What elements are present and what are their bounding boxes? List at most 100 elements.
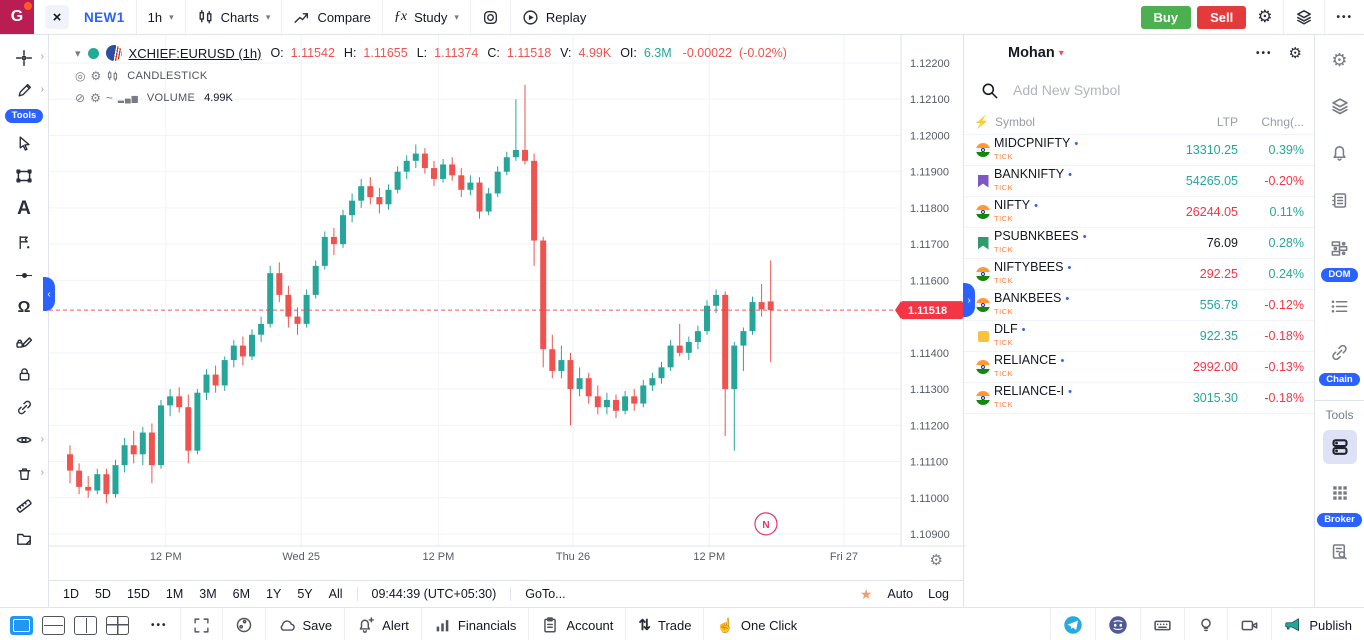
study-menu[interactable]: ƒx Study ▾ bbox=[381, 0, 470, 34]
star-icon[interactable]: ★ bbox=[859, 585, 873, 602]
range-button[interactable]: 1M bbox=[165, 587, 184, 601]
replay-button[interactable]: Replay bbox=[509, 0, 597, 34]
journal-panel-button[interactable] bbox=[1323, 183, 1357, 217]
range-button[interactable]: All bbox=[328, 587, 343, 601]
interval-selector[interactable]: 1h ▾ bbox=[135, 0, 185, 34]
object-tree-button[interactable] bbox=[1323, 290, 1357, 324]
sell-button[interactable]: Sell bbox=[1197, 5, 1247, 29]
watchlist-panel-button[interactable] bbox=[1323, 89, 1357, 123]
gear-icon[interactable]: ⚙ bbox=[90, 91, 101, 105]
candlestick-label[interactable]: CANDLESTICK bbox=[127, 70, 208, 82]
publish-button[interactable]: Publish bbox=[1271, 608, 1364, 640]
chain-panel-button[interactable] bbox=[1323, 336, 1357, 370]
alert-button[interactable]: Alert bbox=[344, 608, 421, 640]
text-tool-button[interactable]: A bbox=[7, 193, 41, 226]
more-layouts-button[interactable]: ••• bbox=[139, 608, 180, 640]
video-button[interactable] bbox=[1227, 608, 1271, 640]
telegram-button[interactable] bbox=[1050, 608, 1095, 640]
layouts-button[interactable] bbox=[1283, 0, 1324, 34]
layout-rows-button[interactable] bbox=[42, 615, 65, 635]
lock-drawing-tool-button[interactable] bbox=[7, 325, 41, 358]
save-button[interactable]: Save bbox=[264, 608, 345, 640]
ruler-tool-button[interactable] bbox=[7, 490, 41, 523]
chart-style-menu[interactable]: Charts ▾ bbox=[184, 0, 282, 34]
settings-button[interactable]: ⚙ bbox=[1246, 0, 1283, 34]
fullscreen-button[interactable] bbox=[179, 608, 222, 640]
symbol-name-link[interactable]: XCHIEF:EURUSD (1h) bbox=[128, 45, 262, 61]
watchlist-row[interactable]: PSUBNKBEES • TICK 76.09 0.28% bbox=[964, 228, 1314, 259]
range-button[interactable]: 1Y bbox=[266, 587, 282, 601]
alerts-panel-button[interactable] bbox=[1323, 135, 1357, 169]
remove-drawings-button[interactable]: › bbox=[7, 457, 44, 490]
lock-all-button[interactable] bbox=[7, 358, 41, 391]
price-axis-settings-gear-icon[interactable]: ⚙ bbox=[929, 552, 943, 569]
watchlist-row[interactable]: MIDCPNIFTY • TICK 13310.25 0.39% bbox=[964, 135, 1314, 166]
auto-scale-button[interactable]: Auto bbox=[887, 587, 914, 601]
range-button[interactable]: 1D bbox=[63, 587, 79, 601]
rectangle-tool-button[interactable] bbox=[7, 160, 41, 193]
more-menu-button[interactable]: ••• bbox=[1324, 0, 1364, 34]
show-object-tree-button[interactable] bbox=[7, 523, 41, 556]
layout-grid-button[interactable] bbox=[106, 615, 129, 635]
chart-pane[interactable]: 1.12200 1.12100 1.12000 1.11900 1.11800 1.117… bbox=[49, 35, 966, 607]
collapse-watchlist-handle[interactable]: › bbox=[963, 283, 975, 317]
price-chart[interactable]: 1.12200 1.12100 1.12000 1.11900 1.11800 1.117… bbox=[49, 35, 966, 581]
financials-button[interactable]: Financials bbox=[420, 608, 529, 640]
magnet-tool-button[interactable]: Ω bbox=[7, 292, 41, 325]
watchlist-row[interactable]: RELIANCE • TICK 2992.00 -0.13% bbox=[964, 352, 1314, 383]
watchlist-row[interactable]: NIFTY • TICK 26244.05 0.11% bbox=[964, 197, 1314, 228]
watchlist-settings-button[interactable]: ⚙ bbox=[1323, 43, 1357, 77]
compare-button[interactable]: Compare bbox=[281, 0, 381, 34]
ltp-column-header[interactable]: LTP bbox=[1216, 114, 1238, 129]
close-tab-icon[interactable]: × bbox=[45, 5, 69, 29]
discord-button[interactable] bbox=[1095, 608, 1140, 640]
crosshair-tool-button[interactable]: › bbox=[7, 41, 44, 74]
watchlist-row[interactable]: RELIANCE-I • TICK 3015.30 -0.18% bbox=[964, 383, 1314, 414]
range-button[interactable]: 5Y bbox=[297, 587, 313, 601]
broker-grid-button[interactable] bbox=[1323, 476, 1357, 510]
watchlist-row[interactable]: DLF • TICK 922.35 -0.18% bbox=[964, 321, 1314, 352]
one-click-button[interactable]: ☝ One Click bbox=[703, 608, 809, 640]
watchlist-row[interactable]: NIFTYBEES • TICK 292.25 0.24% bbox=[964, 259, 1314, 290]
gear-icon[interactable]: ⚙ bbox=[1288, 45, 1302, 62]
clock[interactable]: 09:44:39 (UTC+05:30) bbox=[371, 587, 497, 601]
cursor-tool-button[interactable] bbox=[7, 127, 41, 160]
hide-drawings-button[interactable]: › bbox=[7, 424, 44, 457]
range-button[interactable]: 15D bbox=[126, 587, 150, 601]
volume-indicator-label[interactable]: VOLUME bbox=[146, 92, 196, 104]
sync-drawings-button[interactable] bbox=[7, 391, 41, 424]
snapshot-button[interactable] bbox=[469, 0, 510, 34]
buy-button[interactable]: Buy bbox=[1140, 5, 1192, 29]
range-button[interactable]: 6M bbox=[232, 587, 251, 601]
range-button[interactable]: 5D bbox=[94, 587, 111, 601]
layout-columns-button[interactable] bbox=[74, 615, 97, 635]
watchlist-row[interactable]: BANKBEES • TICK 556.79 -0.12% bbox=[964, 290, 1314, 321]
gear-icon[interactable]: ⚙ bbox=[90, 69, 102, 83]
trend-line-tool-button[interactable]: › bbox=[7, 74, 44, 107]
chevron-down-icon[interactable]: ▾ bbox=[1058, 47, 1064, 59]
watchlist-row[interactable]: BANKNIFTY • TICK 54265.05 -0.20% bbox=[964, 166, 1314, 197]
ideas-button[interactable] bbox=[1184, 608, 1227, 640]
keyboard-shortcuts-button[interactable] bbox=[1140, 608, 1184, 640]
report-scanner-button[interactable] bbox=[1323, 535, 1357, 569]
terminal-tool-button[interactable] bbox=[1322, 430, 1357, 464]
measure-line-tool-button[interactable] bbox=[7, 259, 41, 292]
add-symbol-input[interactable] bbox=[1011, 81, 1302, 99]
collapse-left-toolbar-handle[interactable]: ‹ bbox=[43, 277, 55, 311]
trade-button[interactable]: ⇅ Trade bbox=[625, 608, 703, 640]
chevron-down-icon[interactable]: ▾ bbox=[75, 47, 81, 60]
watchlist-title[interactable]: Mohan bbox=[1008, 45, 1055, 61]
symbol-column-header[interactable]: Symbol bbox=[994, 114, 1035, 129]
range-button[interactable]: 3M bbox=[199, 587, 217, 601]
log-scale-button[interactable]: Log bbox=[928, 587, 949, 601]
eye-icon[interactable]: ◎ bbox=[75, 69, 86, 83]
dom-panel-button[interactable] bbox=[1323, 231, 1357, 265]
chg-column-header[interactable]: Chng(... bbox=[1261, 114, 1304, 129]
tab-title[interactable]: NEW1 bbox=[84, 9, 125, 25]
goto-button[interactable]: GoTo... bbox=[525, 587, 566, 601]
pattern-tool-button[interactable] bbox=[7, 226, 41, 259]
app-logo[interactable]: G bbox=[0, 0, 34, 34]
eye-off-icon[interactable]: ⊘ bbox=[75, 91, 86, 105]
layout-single-button[interactable] bbox=[10, 615, 33, 635]
account-button[interactable]: Account bbox=[528, 608, 625, 640]
